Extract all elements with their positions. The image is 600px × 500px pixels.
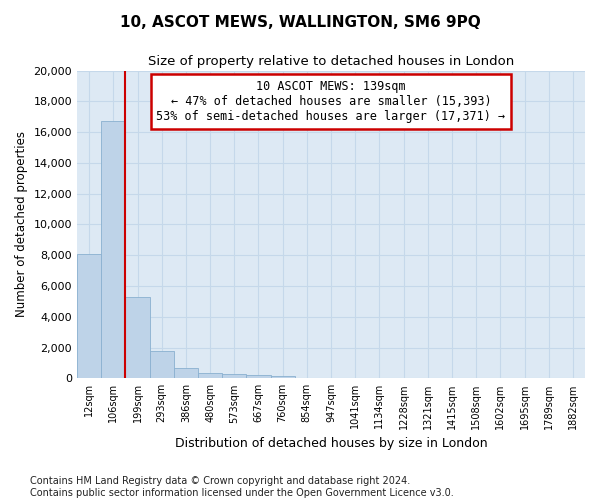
Bar <box>77 254 101 378</box>
Text: Contains HM Land Registry data © Crown copyright and database right 2024.
Contai: Contains HM Land Registry data © Crown c… <box>30 476 454 498</box>
Bar <box>101 122 125 378</box>
Bar <box>125 297 149 378</box>
Bar <box>198 373 222 378</box>
Bar <box>149 352 174 378</box>
Bar <box>247 375 271 378</box>
Bar <box>271 376 295 378</box>
Title: Size of property relative to detached houses in London: Size of property relative to detached ho… <box>148 55 514 68</box>
Text: 10 ASCOT MEWS: 139sqm
← 47% of detached houses are smaller (15,393)
53% of semi-: 10 ASCOT MEWS: 139sqm ← 47% of detached … <box>157 80 506 123</box>
Text: 10, ASCOT MEWS, WALLINGTON, SM6 9PQ: 10, ASCOT MEWS, WALLINGTON, SM6 9PQ <box>119 15 481 30</box>
Bar <box>222 374 247 378</box>
Bar <box>174 368 198 378</box>
Y-axis label: Number of detached properties: Number of detached properties <box>15 132 28 318</box>
X-axis label: Distribution of detached houses by size in London: Distribution of detached houses by size … <box>175 437 487 450</box>
